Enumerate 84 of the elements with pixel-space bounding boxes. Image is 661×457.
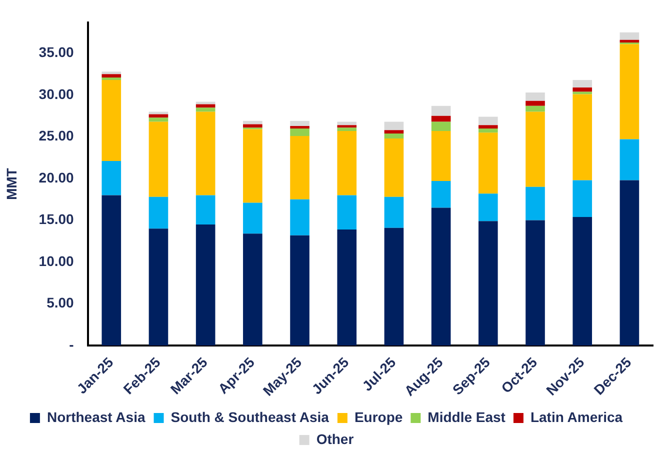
bar [196, 102, 216, 104]
bar [620, 180, 640, 346]
bar [526, 106, 545, 112]
y-tick-label: - [69, 336, 74, 352]
bar [478, 221, 498, 346]
bar [102, 78, 122, 80]
bar [384, 133, 404, 138]
bar [384, 196, 404, 228]
bar [526, 112, 545, 187]
bar [337, 122, 357, 126]
bar [102, 74, 122, 78]
bar [431, 181, 451, 208]
y-axis-title: MMT [3, 168, 20, 200]
bar [384, 228, 404, 346]
bar [243, 202, 262, 234]
bar [478, 132, 498, 194]
bar [196, 104, 216, 108]
legend-label: Middle East [428, 408, 506, 425]
bar [526, 186, 545, 220]
bar [478, 194, 498, 222]
bar [337, 128, 357, 131]
bar [243, 124, 262, 128]
legend-label: Northeast Asia [46, 408, 146, 425]
y-tick-label: 15.00 [38, 211, 74, 228]
bar [620, 44, 640, 140]
bar [620, 139, 640, 180]
legend-label: Latin America [530, 408, 623, 425]
bar [102, 72, 122, 74]
bar [620, 40, 640, 42]
y-tick-label: 30.00 [38, 86, 74, 102]
bar [196, 108, 216, 112]
bar [431, 116, 451, 122]
bar [290, 120, 310, 126]
bar [572, 216, 592, 346]
bar [431, 106, 451, 116]
bar [478, 128, 498, 133]
legend-label: South & Southeast Asia [170, 408, 330, 425]
bar [148, 112, 168, 114]
legend-label: Europe [354, 408, 403, 425]
bar [290, 235, 310, 346]
bar [384, 122, 404, 130]
bar [526, 220, 545, 346]
bar [290, 136, 310, 200]
bar [337, 195, 357, 230]
bar [431, 130, 451, 182]
bar [243, 120, 262, 124]
bar [572, 88, 592, 92]
bar [196, 112, 216, 196]
bar [572, 94, 592, 180]
bar [102, 195, 122, 346]
y-tick-label: 5.00 [46, 294, 74, 311]
bar [148, 228, 168, 346]
bar [290, 128, 310, 136]
bar [572, 92, 592, 94]
bar [526, 92, 545, 101]
bar [243, 129, 262, 203]
bar [102, 80, 122, 162]
bar [572, 180, 592, 217]
y-tick-label: 20.00 [38, 169, 74, 186]
bar [337, 229, 357, 346]
bar [526, 100, 545, 106]
bar [431, 122, 451, 131]
y-tick-label: 10.00 [38, 252, 74, 269]
bar [148, 196, 168, 229]
legend-label: Other [316, 430, 354, 447]
bar [196, 224, 216, 346]
bar [148, 122, 168, 197]
y-tick-label: 35.00 [38, 44, 74, 60]
bar [572, 80, 592, 88]
bar [620, 32, 640, 40]
bar [290, 126, 310, 128]
bar [148, 118, 168, 122]
bar [290, 199, 310, 236]
y-tick-label: 25.00 [38, 128, 74, 144]
bar [384, 138, 404, 197]
bar [384, 130, 404, 134]
bar [431, 208, 451, 346]
bar [196, 195, 216, 224]
bar [337, 125, 357, 128]
bar [243, 234, 262, 346]
bar [102, 161, 122, 196]
bar [478, 116, 498, 126]
bar [337, 130, 357, 196]
bar [478, 125, 498, 128]
